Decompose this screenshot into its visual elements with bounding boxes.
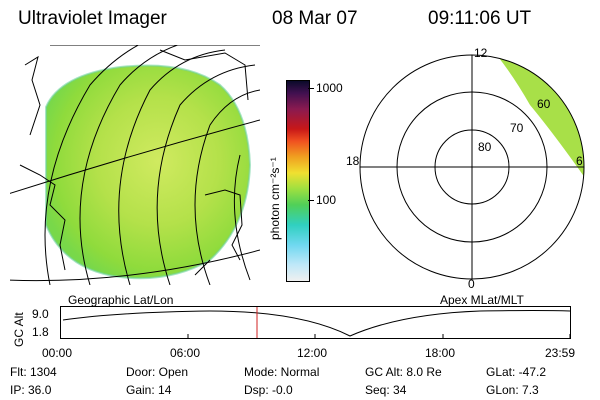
altitude-ytick: 1.8 <box>32 325 49 339</box>
glon-value: GLon: 7.3 <box>486 383 539 397</box>
polar-plot: 12 18 6 0 80 70 60 <box>346 46 585 290</box>
altitude-xtick: 00:00 <box>42 346 73 360</box>
colorbar-tick-label: 1000 <box>316 81 343 95</box>
altitude-plot <box>60 306 571 339</box>
altitude-ytick: 9.0 <box>32 307 49 321</box>
altitude-curve <box>62 310 571 337</box>
altitude-xtick: 18:00 <box>425 346 456 360</box>
mode-value: Mode: Normal <box>244 365 320 379</box>
colorbar-unit-label: photon cm⁻²s⁻¹ <box>268 157 282 240</box>
mlat-label-70: 70 <box>510 121 524 135</box>
mlt-label-12: 12 <box>474 46 488 60</box>
colorbar <box>286 80 310 282</box>
colorbar-tick-label: 100 <box>316 193 337 207</box>
mlt-label-6: 6 <box>576 154 583 168</box>
gc-alt-value: GC Alt: 8.0 Re <box>365 365 442 379</box>
date-label: 08 Mar 07 <box>272 8 358 29</box>
mlt-label-18: 18 <box>346 154 360 168</box>
altitude-xtick: 06:00 <box>170 346 201 360</box>
uv-disk <box>46 65 250 279</box>
instrument-title: Ultraviolet Imager <box>18 8 167 29</box>
ip-value: IP: 36.0 <box>10 383 52 397</box>
polar-aurora-region <box>490 55 584 185</box>
door-status: Door: Open <box>126 365 189 379</box>
mlat-label-80: 80 <box>478 140 492 154</box>
altitude-xtick: 12:00 <box>297 346 328 360</box>
flight-number: Flt: 1304 <box>10 365 57 379</box>
gain-value: Gain: 14 <box>126 383 172 397</box>
glat-value: GLat: -47.2 <box>486 365 547 379</box>
time-label: 09:11:06 UT <box>428 8 532 29</box>
altitude-xtick: 23:59 <box>545 346 576 360</box>
sequence-value: Seq: 34 <box>365 383 407 397</box>
mlt-label-0: 0 <box>468 277 475 290</box>
dsp-value: Dsp: -0.0 <box>244 383 293 397</box>
apex-caption: Apex MLat/MLT <box>440 293 524 307</box>
mlat-label-60: 60 <box>537 97 551 111</box>
altitude-ylabel: GC Alt <box>12 312 26 347</box>
colorbar-tick-major <box>308 200 314 201</box>
colorbar-tick-major <box>308 88 314 89</box>
geographic-caption: Geographic Lat/Lon <box>68 293 174 307</box>
geographic-image <box>10 45 260 285</box>
